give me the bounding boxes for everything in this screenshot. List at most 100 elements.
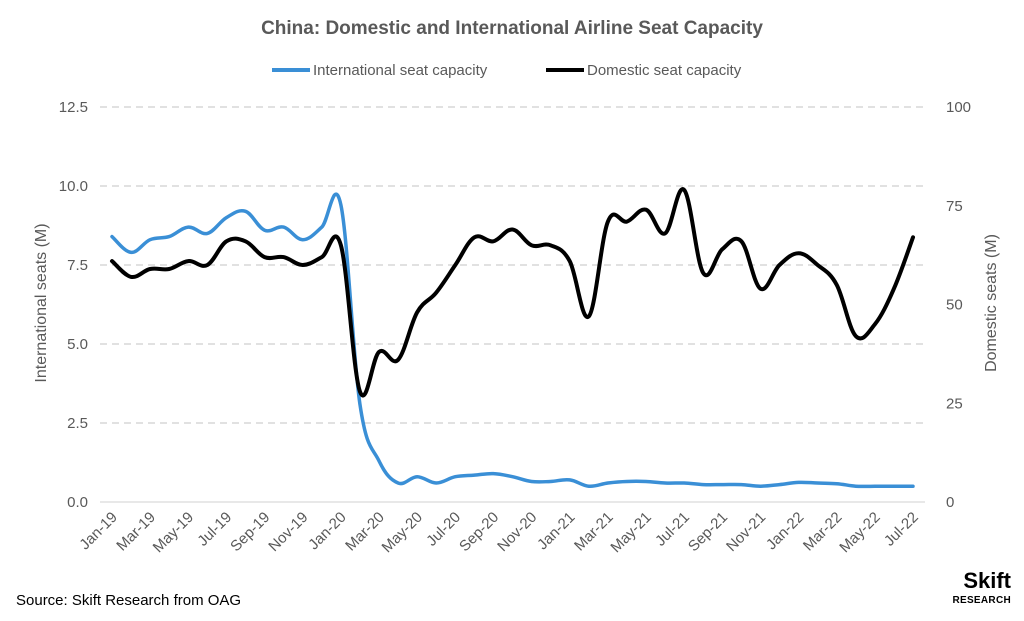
x-tick-label: Sep-21 [685,509,731,555]
data-point [626,220,628,223]
data-point [511,228,514,231]
data-point [893,485,895,488]
legend-label-domestic: Domestic seat capacity [587,62,742,79]
data-point [568,479,571,481]
data-point [206,232,209,235]
data-point [740,483,743,486]
data-point [225,240,228,243]
x-tick-label: Jul-22 [881,509,922,550]
data-point [568,260,571,262]
data-point [683,189,685,191]
x-tick-label: May-19 [150,509,197,556]
data-point [511,475,514,478]
data-point [263,256,266,258]
data-point [454,475,457,478]
data-point [759,485,762,488]
series-layer [110,187,915,489]
data-point [187,260,190,262]
data-point [721,248,724,250]
data-point [168,235,171,238]
data-point [454,264,457,266]
data-point [816,482,819,484]
data-point [664,482,666,484]
data-point [130,251,132,254]
left-tick-label: 12.5 [59,99,88,116]
skift-logo: Skift RESEARCH [952,568,1011,606]
data-point [854,335,857,337]
x-tick-label: Sep-20 [456,509,502,555]
left-tick-label: 2.5 [67,415,88,432]
data-point [607,482,609,484]
source-note: Source: Skift Research from OAG [16,592,241,609]
data-point [397,482,399,484]
data-point [664,232,666,235]
data-point [111,260,113,262]
chart-title: China: Domestic and International Airlin… [261,18,763,39]
data-point [397,359,399,361]
right-axis-title: Domestic seats (M) [983,234,1000,372]
right-tick-label: 100 [946,99,971,116]
data-point [835,283,838,286]
data-point [225,216,228,219]
data-point [835,482,838,485]
data-point [778,264,781,266]
data-point [721,483,724,486]
data-point [683,482,685,484]
data-point [282,256,285,258]
data-point [530,244,533,247]
international-seat-line [110,192,915,489]
data-point [912,485,914,488]
x-tick-label: Jan-21 [534,509,578,553]
data-point [301,238,304,241]
x-tick-label: Sep-19 [227,509,273,555]
x-tick-label: Jan-20 [305,509,349,553]
data-point [244,210,247,213]
x-tick-label: Nov-21 [723,509,769,555]
data-point [149,238,151,241]
data-point [492,240,495,243]
data-point [530,480,533,483]
right-tick-label: 0 [946,494,954,511]
data-point [206,264,209,266]
data-point [340,244,342,247]
data-point [778,483,781,486]
data-point [301,264,304,266]
left-tick-label: 0.0 [67,494,88,511]
data-point [187,226,190,228]
data-point [435,482,438,484]
data-point [320,256,323,258]
data-point [359,390,361,393]
data-point [854,485,857,488]
x-tick-label: Jan-19 [76,509,120,553]
x-tick-label: May-21 [607,509,654,556]
legend: International seat capacity Domestic sea… [272,62,742,79]
data-point [874,323,876,326]
left-tick-label: 7.5 [67,257,88,274]
data-point [759,287,762,290]
data-point [359,403,361,405]
data-point [797,252,800,254]
data-point [473,236,476,239]
data-point [130,276,132,278]
series-international [110,192,915,489]
data-point [149,268,151,270]
data-point [740,240,743,243]
data-point [263,229,266,232]
data-point [702,272,705,274]
data-point [492,472,495,475]
data-point [607,220,609,223]
x-tick-label: May-20 [379,509,426,556]
left-tick-label: 5.0 [67,336,88,353]
data-point [893,287,895,290]
legend-label-international: International seat capacity [313,62,488,79]
x-tick-label: Nov-19 [265,509,311,555]
data-point [282,226,285,228]
left-axis-title: International seats (M) [33,223,50,382]
data-point [435,291,438,294]
logo-main-text: Skift [963,568,1011,593]
right-tick-label: 75 [946,198,963,215]
data-point [912,236,914,239]
data-point [874,485,876,488]
left-tick-label: 10.0 [59,178,88,195]
